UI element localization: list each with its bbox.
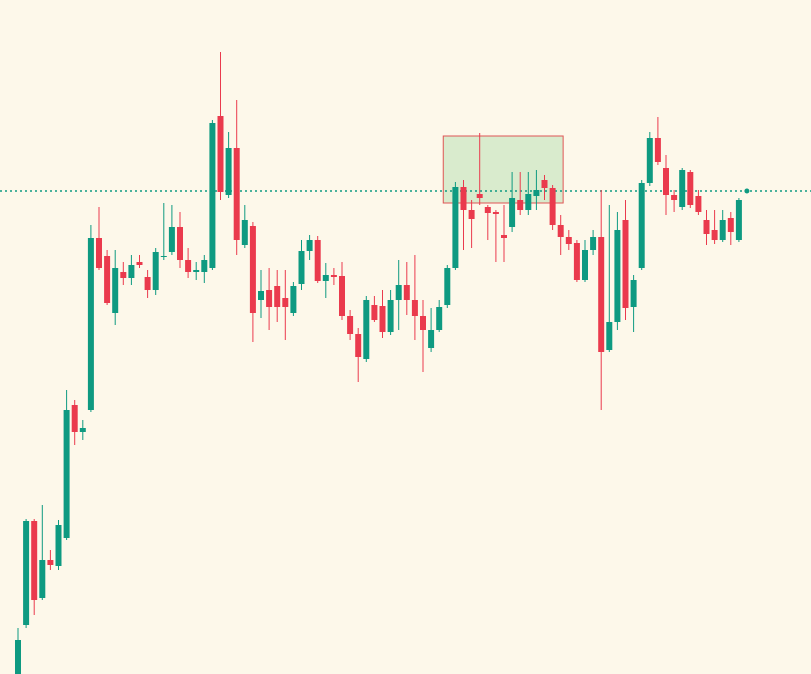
candle-body — [735, 200, 742, 240]
candle-body — [31, 521, 38, 600]
candle-body — [120, 272, 127, 278]
candle-body — [233, 148, 240, 240]
candle-body — [630, 280, 637, 307]
candle-body — [177, 227, 183, 260]
candle-body — [217, 116, 224, 192]
candle-body — [695, 196, 702, 212]
candle-body — [249, 226, 256, 313]
candle-body — [711, 230, 718, 240]
candle-body — [654, 138, 661, 162]
candle-body — [379, 306, 386, 332]
candle-body — [606, 322, 613, 350]
candle-body — [663, 168, 669, 195]
candle-body — [274, 286, 281, 307]
candle-body — [387, 300, 394, 332]
candle-body — [347, 316, 354, 334]
candle-body — [339, 276, 345, 316]
candle-body — [687, 172, 694, 205]
candle-body — [71, 405, 78, 432]
candle-body — [403, 285, 410, 300]
candle-body — [168, 227, 175, 252]
candle-body — [622, 220, 629, 308]
candle-body — [517, 200, 524, 210]
candle-body — [15, 640, 21, 674]
candle-body — [79, 428, 86, 432]
candle-body — [638, 183, 645, 268]
candle-body — [679, 170, 686, 207]
candle-body — [39, 560, 46, 598]
candle-body — [492, 212, 499, 214]
candle-body — [87, 238, 94, 410]
candle-body — [104, 256, 111, 303]
candle-body — [501, 235, 507, 238]
candle-body — [371, 305, 378, 320]
candle-body — [193, 270, 200, 272]
candle-body — [582, 250, 588, 280]
candle-body — [266, 290, 273, 307]
candle-body — [533, 190, 540, 196]
candle-body — [703, 220, 710, 234]
candle-body — [306, 240, 313, 251]
candle-body — [355, 334, 362, 357]
candle-body — [484, 207, 491, 213]
candle-body — [549, 188, 556, 225]
candle-body — [47, 560, 54, 565]
candle-body — [557, 225, 564, 237]
candle-body — [314, 240, 321, 281]
candle-body — [452, 187, 459, 268]
candle-body — [201, 260, 208, 272]
candle-body — [23, 521, 30, 625]
candle-body — [128, 265, 135, 278]
candle-body — [258, 291, 264, 300]
candle-body — [509, 198, 516, 227]
candle-body — [614, 230, 621, 322]
candle-body — [598, 237, 605, 352]
candle-body — [444, 268, 451, 305]
candle-body — [573, 243, 580, 280]
candle-body — [241, 220, 248, 245]
candle-body — [727, 218, 734, 232]
candle-body — [476, 194, 483, 198]
candle-body — [322, 275, 329, 281]
candle-body — [460, 187, 467, 210]
candle-body — [363, 300, 370, 359]
candle-body — [290, 286, 297, 313]
candle-body — [298, 251, 305, 284]
candle-body — [719, 220, 726, 240]
candle-body — [395, 285, 402, 300]
candle-body — [671, 195, 678, 200]
candle-body — [420, 316, 426, 330]
candle-body — [436, 307, 443, 330]
candle-body — [152, 252, 159, 290]
candle-body — [225, 148, 232, 195]
price-marker — [744, 188, 750, 194]
candle-body — [144, 277, 151, 290]
candle-body — [63, 410, 70, 538]
candle-body — [468, 210, 475, 219]
candle-body — [590, 237, 597, 250]
candle-body — [55, 525, 62, 566]
candle-body — [112, 268, 119, 313]
candle-body — [282, 298, 289, 307]
candle-body — [411, 300, 418, 316]
candle-body — [541, 180, 548, 188]
candle-body — [330, 275, 337, 277]
candle-body — [209, 123, 216, 268]
candle-body — [96, 238, 102, 268]
candle-body — [136, 262, 143, 265]
candle-body — [525, 194, 532, 210]
candle-body — [565, 237, 572, 244]
candle-body — [160, 256, 167, 257]
candle-body — [428, 330, 435, 348]
candle-body — [646, 138, 653, 183]
candle-body — [185, 260, 192, 272]
